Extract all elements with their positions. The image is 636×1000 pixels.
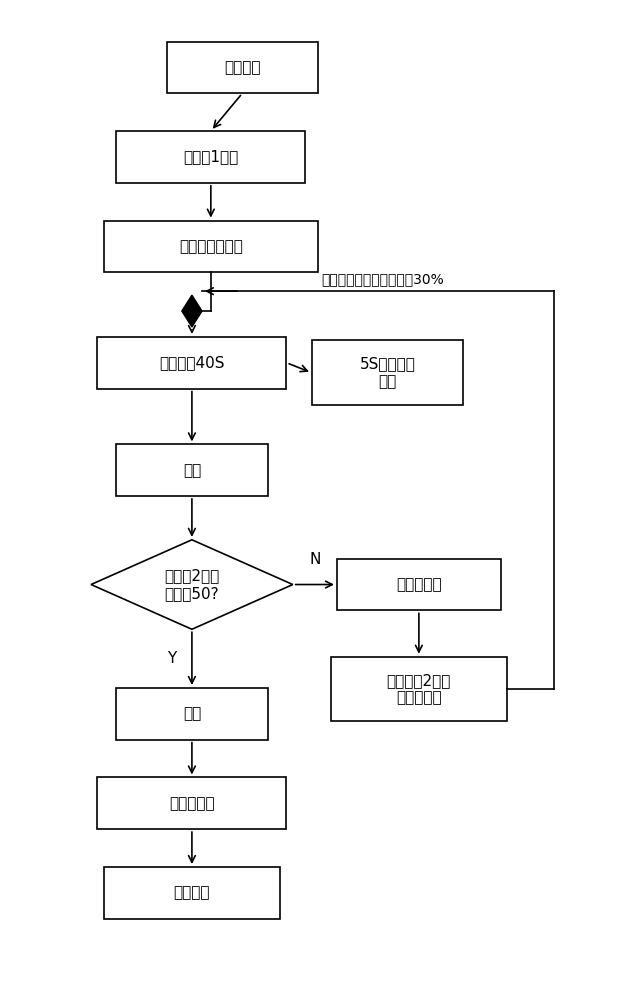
Text: 返回盛水桶: 返回盛水桶 xyxy=(169,796,215,811)
Text: 返回并计数: 返回并计数 xyxy=(396,577,441,592)
FancyBboxPatch shape xyxy=(104,867,280,919)
Text: 电机搅拌40S: 电机搅拌40S xyxy=(159,355,225,370)
FancyBboxPatch shape xyxy=(116,688,268,740)
Polygon shape xyxy=(91,540,293,629)
FancyBboxPatch shape xyxy=(167,42,318,93)
FancyBboxPatch shape xyxy=(97,337,286,389)
Text: 5S时投放絮
凝剂: 5S时投放絮 凝剂 xyxy=(359,357,415,389)
FancyBboxPatch shape xyxy=(116,444,268,496)
Text: 分层: 分层 xyxy=(183,463,201,478)
Text: N: N xyxy=(309,552,321,567)
FancyBboxPatch shape xyxy=(116,131,305,183)
Text: 浊度计1测量: 浊度计1测量 xyxy=(183,149,238,164)
Text: 絮凝剂投放量为上一次的30%: 絮凝剂投放量为上一次的30% xyxy=(321,272,444,286)
Text: Y: Y xyxy=(167,651,176,666)
Text: 洗涤完成: 洗涤完成 xyxy=(224,60,261,75)
Text: 补水漂洗: 补水漂洗 xyxy=(174,885,210,900)
FancyBboxPatch shape xyxy=(104,221,318,272)
FancyBboxPatch shape xyxy=(337,559,501,610)
Text: 计数大于2时不
返回，报警: 计数大于2时不 返回，报警 xyxy=(387,673,451,705)
Polygon shape xyxy=(182,295,202,327)
FancyBboxPatch shape xyxy=(331,657,507,721)
Text: 排水至絮凝容器: 排水至絮凝容器 xyxy=(179,239,243,254)
Text: 浊度计2测量
值小于50?: 浊度计2测量 值小于50? xyxy=(164,568,219,601)
Text: 过滤: 过滤 xyxy=(183,706,201,721)
FancyBboxPatch shape xyxy=(312,340,463,405)
FancyBboxPatch shape xyxy=(97,777,286,829)
